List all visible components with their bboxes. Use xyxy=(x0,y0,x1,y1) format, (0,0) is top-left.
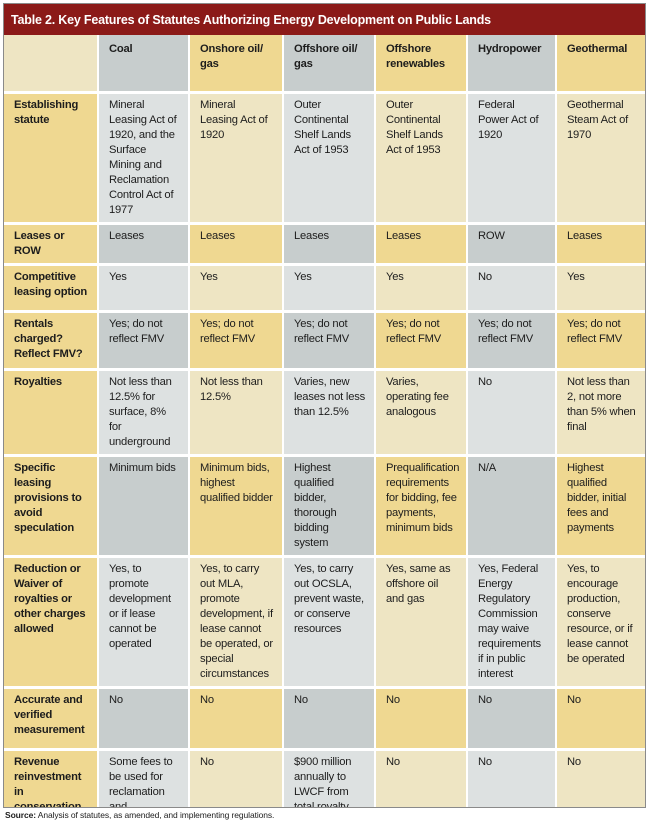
table-cell: No xyxy=(468,751,557,807)
table-cell: Minimum bids, highest qualified bidder xyxy=(190,457,284,558)
header-row: Coal Onshore oil/ gas Offshore oil/ gas … xyxy=(4,35,645,94)
table-cell: Outer Continental Shelf Lands Act of 195… xyxy=(376,94,468,225)
table-cell: Not less than 12.5% for surface, 8% for … xyxy=(99,371,190,457)
table-cell: No xyxy=(468,371,557,457)
table-cell: Outer Continental Shelf Lands Act of 195… xyxy=(284,94,376,225)
source-label: Source: xyxy=(5,810,36,820)
row-header: Royalties xyxy=(4,371,99,457)
table-cell: ROW xyxy=(468,225,557,266)
table-row: Royalties Not less than 12.5% for surfac… xyxy=(4,371,645,457)
table-cell: Not less than 2, not more than 5% when f… xyxy=(557,371,645,457)
table-cell: No xyxy=(376,751,468,807)
table-cell: Not less than 12.5% xyxy=(190,371,284,457)
corner-cell xyxy=(4,35,99,94)
column-header-onshore-oil-gas: Onshore oil/ gas xyxy=(190,35,284,94)
table-cell: Yes; do not reflect FMV xyxy=(99,313,190,371)
table-cell: No xyxy=(284,689,376,751)
table-cell: Varies, operating fee analogous xyxy=(376,371,468,457)
table-cell: Yes, to encourage production, conserve r… xyxy=(557,558,645,689)
features-table: Coal Onshore oil/ gas Offshore oil/ gas … xyxy=(4,35,645,807)
table-cell: Yes; do not reflect FMV xyxy=(376,313,468,371)
table-cell: Highest qualified bidder, thorough biddi… xyxy=(284,457,376,558)
column-header-hydropower: Hydropower xyxy=(468,35,557,94)
row-header: Specific leasing provisions to avoid spe… xyxy=(4,457,99,558)
table-cell: No xyxy=(468,266,557,313)
table-cell: Yes, to carry out OCSLA, prevent waste, … xyxy=(284,558,376,689)
column-header-offshore-renewables: Offshore renewables xyxy=(376,35,468,94)
table-title: Table 2. Key Features of Statutes Author… xyxy=(4,4,645,35)
table-cell: Yes xyxy=(284,266,376,313)
table-cell: Geothermal Steam Act of 1970 xyxy=(557,94,645,225)
table-frame: Table 2. Key Features of Statutes Author… xyxy=(3,3,646,808)
table-cell: $900 million annually to LWCF from total… xyxy=(284,751,376,807)
table-cell: Leases xyxy=(376,225,468,266)
table-cell: Some fees to be used for reclamation and… xyxy=(99,751,190,807)
table-cell: No xyxy=(468,689,557,751)
table-cell: Yes, Federal Energy Regulatory Commissio… xyxy=(468,558,557,689)
table-cell: Yes; do not reflect FMV xyxy=(284,313,376,371)
table-row: Specific leasing provisions to avoid spe… xyxy=(4,457,645,558)
table-cell: Leases xyxy=(190,225,284,266)
table-row: Rentals charged? Reflect FMV? Yes; do no… xyxy=(4,313,645,371)
table-row: Accurate and verified measurement No No … xyxy=(4,689,645,751)
source-note: Source: Analysis of statutes, as amended… xyxy=(5,810,274,820)
table-cell: Varies, new leases not less than 12.5% xyxy=(284,371,376,457)
row-header: Establishing statute xyxy=(4,94,99,225)
column-header-offshore-oil-gas: Offshore oil/ gas xyxy=(284,35,376,94)
table-cell: Yes, to promote development or if lease … xyxy=(99,558,190,689)
source-text: Analysis of statutes, as amended, and im… xyxy=(35,810,275,820)
table-cell: Yes; do not reflect FMV xyxy=(557,313,645,371)
row-header: Reduction or Waiver of royalties or othe… xyxy=(4,558,99,689)
table-cell: Yes, same as offshore oil and gas xyxy=(376,558,468,689)
table-cell: Yes xyxy=(190,266,284,313)
table-row: Establishing statute Mineral Leasing Act… xyxy=(4,94,645,225)
table-row: Competitive leasing option Yes Yes Yes Y… xyxy=(4,266,645,313)
table-cell: Leases xyxy=(557,225,645,266)
table-cell: Federal Power Act of 1920 xyxy=(468,94,557,225)
table-row: Reduction or Waiver of royalties or othe… xyxy=(4,558,645,689)
column-header-geothermal: Geothermal xyxy=(557,35,645,94)
table-cell: Mineral Leasing Act of 1920, and the Sur… xyxy=(99,94,190,225)
table-row: Leases or ROW Leases Leases Leases Lease… xyxy=(4,225,645,266)
row-header: Accurate and verified measurement xyxy=(4,689,99,751)
table-cell: Yes; do not reflect FMV xyxy=(468,313,557,371)
table-cell: N/A xyxy=(468,457,557,558)
table-cell: No xyxy=(557,689,645,751)
table-cell: Leases xyxy=(284,225,376,266)
table-cell: Yes xyxy=(99,266,190,313)
table-cell: Yes; do not reflect FMV xyxy=(190,313,284,371)
table-cell: Prequalification requirements for biddin… xyxy=(376,457,468,558)
table-cell: No xyxy=(99,689,190,751)
table-cell: No xyxy=(376,689,468,751)
table-cell: Highest qualified bidder, initial fees a… xyxy=(557,457,645,558)
table-cell: Yes xyxy=(557,266,645,313)
table-cell: Yes xyxy=(376,266,468,313)
row-header: Competitive leasing option xyxy=(4,266,99,313)
table-cell: Yes, to carry out MLA, promote developme… xyxy=(190,558,284,689)
table-cell: No xyxy=(557,751,645,807)
table-row: Revenue reinvestment in conservation Som… xyxy=(4,751,645,807)
table-cell: Leases xyxy=(99,225,190,266)
row-header: Leases or ROW xyxy=(4,225,99,266)
table-cell: No xyxy=(190,751,284,807)
table-cell: Minimum bids xyxy=(99,457,190,558)
row-header: Revenue reinvestment in conservation xyxy=(4,751,99,807)
table-cell: Mineral Leasing Act of 1920 xyxy=(190,94,284,225)
column-header-coal: Coal xyxy=(99,35,190,94)
table-cell: No xyxy=(190,689,284,751)
row-header: Rentals charged? Reflect FMV? xyxy=(4,313,99,371)
